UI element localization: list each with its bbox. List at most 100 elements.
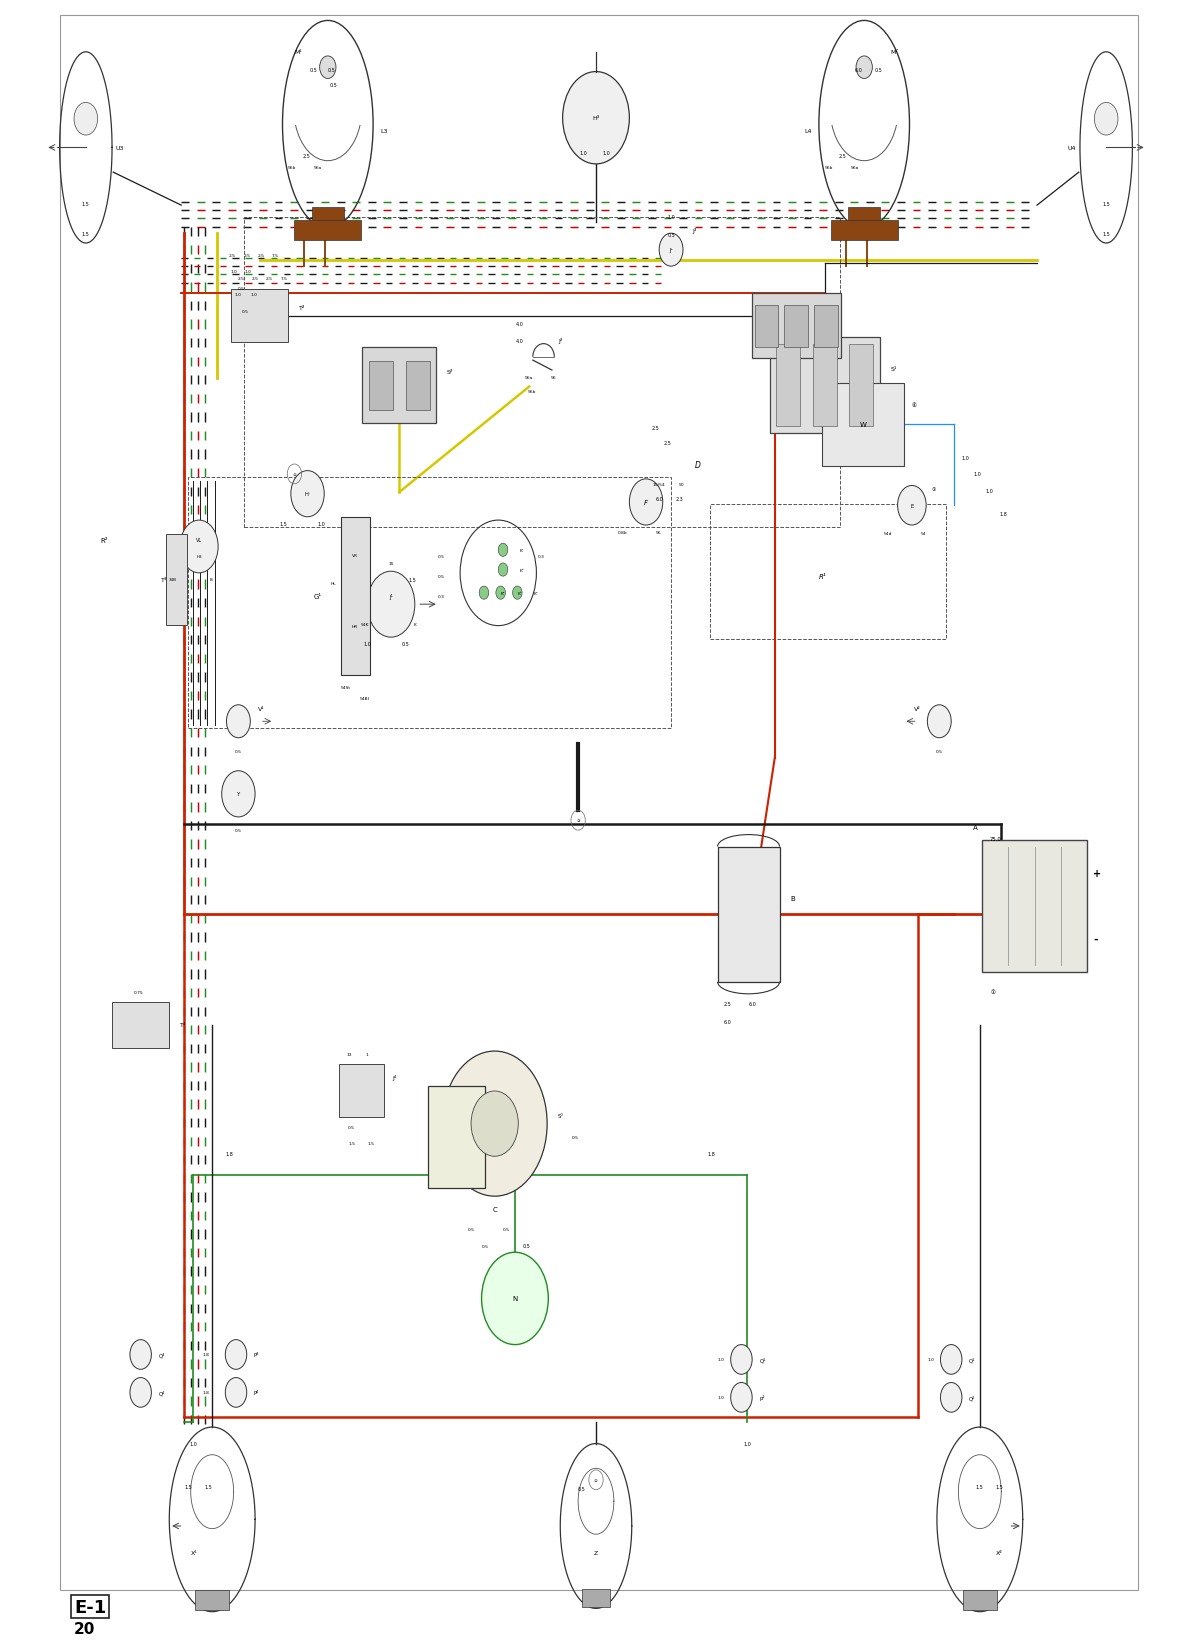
Text: 2.5: 2.5 [257, 254, 265, 257]
Bar [244, 218, 840, 527]
Text: 0.5: 0.5 [235, 750, 242, 753]
Text: 15: 15 [389, 562, 393, 565]
Text: 7.5: 7.5 [280, 277, 287, 280]
Text: K¹: K¹ [520, 549, 524, 552]
Text: VR: VR [352, 554, 359, 557]
Text: H³: H³ [592, 115, 600, 122]
Text: 7.5: 7.5 [272, 254, 279, 257]
Bar [710, 504, 946, 639]
Text: 0.5: 0.5 [467, 1228, 474, 1231]
Text: S⁰: S⁰ [558, 1112, 563, 1119]
Text: 1.5: 1.5 [82, 201, 89, 208]
Text: 1.0: 1.0 [718, 1396, 725, 1399]
Text: K⁵: K⁵ [520, 569, 524, 572]
Bar [312, 208, 343, 221]
Text: R²: R² [100, 537, 107, 544]
Text: -: - [1093, 934, 1098, 944]
Text: 1.0: 1.0 [927, 1358, 935, 1361]
Bar [718, 847, 780, 982]
Circle shape [130, 1378, 151, 1407]
Circle shape [659, 234, 683, 267]
Text: 0.5: 0.5 [237, 287, 244, 290]
Text: 20: 20 [74, 1620, 95, 1636]
Text: B: B [210, 578, 212, 582]
Circle shape [442, 1051, 547, 1196]
Text: S¹: S¹ [890, 366, 896, 372]
Bar [582, 1589, 610, 1607]
Text: R¹: R¹ [819, 574, 826, 580]
Text: H¹: H¹ [305, 491, 310, 498]
Text: 56b: 56b [824, 166, 833, 170]
Text: 1.0: 1.0 [962, 455, 969, 461]
Bar [831, 221, 898, 241]
Text: 2.5: 2.5 [664, 440, 671, 447]
Text: M¹: M¹ [294, 49, 302, 56]
Text: E: E [911, 503, 913, 509]
Text: J⁴: J⁴ [392, 1074, 397, 1081]
Text: 1.0: 1.0 [230, 270, 237, 274]
Text: X²: X² [995, 1549, 1002, 1556]
Circle shape [498, 544, 508, 557]
Text: 2.5: 2.5 [724, 1000, 731, 1007]
Text: 1.0: 1.0 [244, 270, 252, 274]
Bar [849, 208, 880, 221]
Text: L3: L3 [380, 129, 387, 135]
Text: F: F [644, 499, 648, 506]
Text: 56b: 56b [527, 391, 536, 394]
Text: Q²: Q² [969, 1394, 975, 1401]
Circle shape [222, 771, 255, 817]
Text: 1.0: 1.0 [235, 293, 242, 297]
Text: K³: K³ [517, 592, 522, 595]
Circle shape [130, 1340, 151, 1369]
Text: 2.5: 2.5 [229, 254, 236, 257]
Bar [963, 1590, 997, 1610]
Text: J²: J² [558, 338, 563, 344]
Text: 1.5: 1.5 [205, 1483, 212, 1490]
Text: ①: ① [931, 486, 936, 493]
Text: J³: J³ [693, 227, 697, 234]
Circle shape [898, 486, 926, 526]
Text: 0.5: 0.5 [936, 750, 943, 753]
Circle shape [471, 1091, 519, 1157]
Text: 13: 13 [347, 1053, 352, 1056]
Circle shape [482, 1252, 548, 1345]
Text: 1.8: 1.8 [1000, 511, 1007, 517]
Text: 54: 54 [921, 532, 926, 536]
Text: p²: p² [759, 1394, 765, 1401]
Text: U4: U4 [1068, 145, 1076, 152]
Text: B: B [790, 895, 795, 901]
Text: Z: Z [594, 1549, 598, 1556]
Text: 0.5: 0.5 [402, 641, 409, 648]
Circle shape [731, 1383, 752, 1412]
Text: 75.0: 75.0 [989, 837, 1001, 842]
Text: 0.5: 0.5 [310, 68, 317, 74]
Text: D: D [695, 460, 700, 470]
Circle shape [291, 471, 324, 517]
Bar [339, 1065, 384, 1117]
Text: ③: ③ [576, 819, 581, 822]
Text: 56: 56 [551, 376, 555, 379]
Text: 2.3: 2.3 [676, 496, 683, 503]
Text: ②: ② [292, 473, 297, 476]
Text: 1.5: 1.5 [1103, 201, 1110, 208]
Circle shape [856, 58, 873, 79]
Text: 1.5: 1.5 [1103, 231, 1110, 237]
Circle shape [513, 587, 522, 600]
Text: 0.3: 0.3 [538, 555, 545, 559]
Text: 0.5: 0.5 [348, 1126, 355, 1129]
Text: 6.0: 6.0 [656, 496, 663, 503]
Text: P⁴: P⁴ [254, 1389, 260, 1396]
Bar [982, 840, 1087, 972]
Text: G¹: G¹ [313, 593, 322, 600]
Circle shape [498, 564, 508, 577]
Text: 1.0: 1.0 [974, 471, 981, 478]
Text: 56a: 56a [315, 166, 322, 170]
Bar [752, 293, 842, 359]
Text: J³: J³ [669, 247, 673, 254]
Text: S²: S² [447, 369, 453, 376]
Text: 2.5: 2.5 [652, 425, 659, 432]
Text: 1.5: 1.5 [348, 1142, 355, 1145]
Text: 34B: 34B [169, 578, 176, 582]
Text: C: C [492, 1206, 497, 1213]
Circle shape [1094, 104, 1118, 137]
